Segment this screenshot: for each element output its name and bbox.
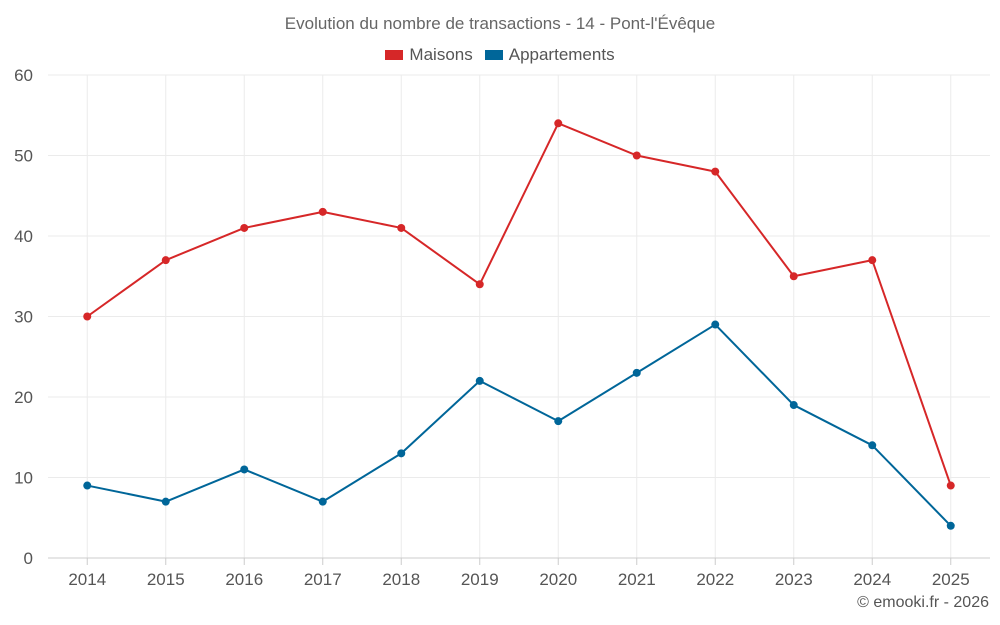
data-point-appartements (789, 401, 798, 410)
legend-swatch-maisons (385, 50, 404, 60)
credit-text: © emooki.fr - 2026 (857, 594, 989, 611)
data-point-maisons (397, 223, 406, 232)
series-line-appartements (87, 323, 952, 527)
x-tick-label: 2021 (618, 570, 656, 589)
y-tick-label: 50 (14, 147, 33, 166)
data-point-maisons (868, 256, 877, 265)
x-tick-label: 2023 (775, 570, 813, 589)
x-tick-label: 2019 (461, 570, 499, 589)
data-point-maisons (789, 272, 798, 281)
y-tick-label: 30 (14, 308, 33, 327)
chart-legend: Maisons Appartements (0, 45, 1000, 65)
y-tick-label: 10 (14, 469, 33, 488)
data-point-appartements (475, 376, 484, 385)
data-point-maisons (632, 151, 641, 160)
legend-label-maisons: Maisons (409, 45, 473, 64)
x-tick-label: 2025 (932, 570, 970, 589)
legend-label-appartements: Appartements (508, 45, 615, 64)
data-point-appartements (711, 320, 720, 329)
x-tick-label: 2015 (147, 570, 185, 589)
data-point-appartements (946, 521, 955, 530)
data-point-maisons (946, 481, 955, 490)
y-tick-label: 60 (14, 66, 33, 85)
x-tick-label: 2020 (539, 570, 577, 589)
data-point-maisons (83, 312, 92, 321)
series-line-maisons (86, 122, 952, 486)
x-tick-label: 2014 (68, 570, 106, 589)
data-point-appartements (161, 497, 170, 506)
data-point-appartements (240, 465, 249, 474)
data-point-appartements (397, 449, 406, 458)
data-point-maisons (318, 207, 327, 216)
x-tick-label: 2016 (225, 570, 263, 589)
y-tick-label: 40 (14, 227, 33, 246)
x-tick-label: 2017 (304, 570, 342, 589)
data-point-maisons (475, 280, 484, 289)
data-point-maisons (554, 119, 563, 128)
legend-item-maisons[interactable]: Maisons (385, 45, 473, 65)
data-point-appartements (83, 481, 92, 490)
x-tick-label: 2022 (696, 570, 734, 589)
x-tick-label: 2024 (853, 570, 891, 589)
data-point-appartements (632, 368, 641, 377)
x-tick-label: 2018 (382, 570, 420, 589)
data-point-appartements (868, 441, 877, 450)
y-tick-label: 20 (14, 388, 33, 407)
legend-swatch-appartements (484, 50, 503, 60)
data-point-appartements (554, 417, 563, 426)
legend-item-appartements[interactable]: Appartements (484, 45, 615, 65)
y-tick-label: 0 (24, 549, 33, 568)
data-point-maisons (240, 223, 249, 232)
chart-title: Evolution du nombre de transactions - 14… (284, 14, 716, 33)
data-point-maisons (161, 256, 170, 265)
data-point-appartements (318, 497, 327, 506)
data-point-maisons (711, 167, 720, 176)
